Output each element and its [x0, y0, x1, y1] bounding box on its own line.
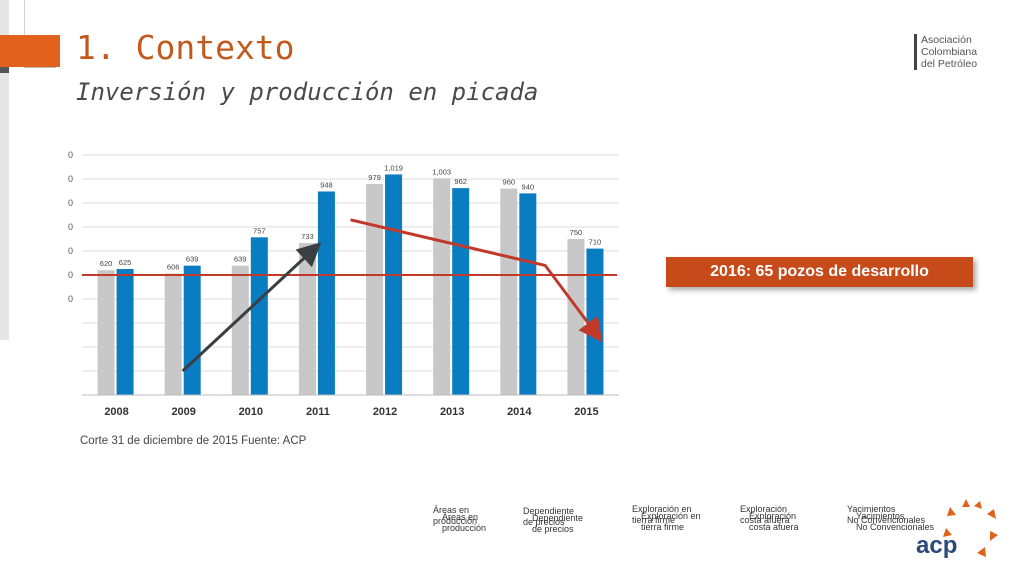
acp-footer-logo: acp	[916, 499, 998, 559]
legend-line: producción	[433, 516, 478, 526]
legend-line: No Convencionales	[856, 522, 935, 532]
legend-line: Exploración en	[632, 504, 692, 514]
legend-ghost-label: Exploración en tierra firme	[641, 511, 737, 533]
x-tick-label: 2012	[373, 406, 397, 418]
legend-item-costa-afuera: Exploración costa afuera Exploración cos…	[740, 504, 836, 532]
title-accent-notch	[0, 67, 9, 73]
bar	[567, 239, 585, 395]
logo-line: Asociación	[921, 34, 972, 46]
legend-line: Dependiente	[523, 506, 575, 516]
legend-item-areas: Áreas en producción Áreas en producción	[433, 505, 529, 533]
x-tick-label: 2009	[171, 406, 195, 418]
legend-item-no-convencionales: Yacimientos No Convencionales Yacimiento…	[847, 504, 943, 532]
bar-value-label: 940	[522, 182, 535, 191]
bar-value-label: 639	[234, 255, 247, 264]
legend-line: No Convencionales	[847, 515, 926, 525]
bar	[250, 237, 268, 395]
bar	[231, 265, 249, 395]
legend-line: Exploración	[740, 504, 788, 514]
y-tick-label: 0	[68, 294, 73, 304]
left-decor-strip	[0, 0, 9, 340]
legend-line: tierra firme	[641, 522, 685, 532]
legend-line: Dependiente	[532, 513, 584, 523]
legend-line: costa afuera	[749, 522, 799, 532]
legend-line: Áreas en	[433, 505, 470, 515]
title-accent-bar	[0, 35, 60, 67]
bar-value-label: 733	[301, 232, 314, 241]
bar-value-label: 750	[570, 228, 583, 237]
x-tick-label: 2013	[440, 406, 464, 418]
bar-value-label: 639	[186, 255, 199, 264]
legend-line: Exploración en	[641, 511, 701, 521]
bar-value-label: 1,003	[432, 167, 451, 176]
x-tick-label: 2015	[574, 406, 598, 418]
bar-value-label: 757	[253, 226, 266, 235]
title-accent-underline	[24, 67, 56, 68]
legend-line: Yacimientos	[856, 511, 905, 521]
legend-item-dependiente: Dependiente de precios Dependiente de pr…	[523, 506, 619, 534]
legend-ghost-label: Yacimientos No Convencionales	[856, 511, 952, 533]
bar-value-label: 979	[368, 173, 381, 182]
bar	[519, 193, 537, 395]
y-tick-label: 0	[68, 174, 73, 184]
y-tick-label: 0	[68, 150, 73, 160]
bar	[97, 270, 115, 395]
bar-value-label: 620	[100, 259, 113, 268]
logo-bar-icon	[914, 34, 917, 70]
legend-line: producción	[442, 523, 487, 533]
bar-value-label: 606	[167, 263, 180, 272]
legend-line: Áreas en	[442, 512, 479, 522]
bar-value-label: 960	[503, 178, 516, 187]
legend-line: Exploración	[749, 511, 797, 521]
legend-line: de precios	[532, 524, 574, 534]
x-tick-label: 2011	[306, 406, 330, 418]
bar-value-label: 710	[589, 238, 602, 247]
legend-item-tierra-firme: Exploración en tierra firme Exploración …	[632, 504, 728, 532]
bar	[183, 265, 201, 395]
x-tick-label: 2010	[239, 406, 263, 418]
bar-value-label: 625	[119, 258, 132, 267]
legend-line: de precios	[523, 517, 565, 527]
legend-ghost-label: Dependiente de precios	[532, 513, 628, 535]
legend-line: costa afuera	[740, 515, 790, 525]
bar	[317, 191, 335, 395]
y-tick-label: 0	[68, 222, 73, 232]
left-decor-line	[24, 0, 25, 65]
legend-line: tierra firme	[632, 515, 676, 525]
acp-star-icon	[943, 499, 998, 557]
bar-value-label: 962	[454, 177, 467, 186]
page-title: 1. Contexto	[76, 28, 295, 67]
y-tick-label: 0	[68, 198, 73, 208]
bar	[366, 184, 384, 395]
page-subtitle: Inversión y producción en picada	[76, 78, 539, 106]
investment-bar-chart: 0 0 0 0 0 0 0 620 625 2008 606 639 2009 639 757 2010 733…	[68, 150, 619, 418]
bar	[433, 178, 451, 395]
bar-value-label: 948	[320, 180, 333, 189]
legend-ghost-label: Áreas en producción	[442, 512, 538, 534]
bar	[500, 188, 518, 395]
logo-line: del Petróleo	[921, 58, 978, 70]
x-tick-label: 2014	[507, 406, 532, 418]
legend-ghost-label: Exploración costa afuera	[749, 511, 845, 533]
bar	[116, 269, 134, 395]
bar	[298, 243, 316, 395]
source-note: Corte 31 de diciembre de 2015 Fuente: AC…	[80, 435, 307, 447]
trend-arrow	[181, 242, 322, 373]
acp-wordmark: acp	[916, 532, 957, 559]
bar	[452, 188, 470, 395]
logo-line: Colombiana	[921, 46, 978, 58]
trend-arrow	[350, 218, 603, 343]
logo-text: Asociación Colombiana del Petróleo	[921, 34, 977, 70]
bar	[385, 174, 403, 395]
callout-banner: 2016: 65 pozos de desarrollo	[666, 257, 973, 287]
y-tick-label: 0	[68, 246, 73, 256]
bar	[164, 273, 182, 395]
x-tick-label: 2008	[104, 406, 128, 418]
legend-line: Yacimientos	[847, 504, 896, 514]
bar-value-label: 1,019	[384, 163, 403, 172]
y-tick-label: 0	[68, 270, 73, 280]
